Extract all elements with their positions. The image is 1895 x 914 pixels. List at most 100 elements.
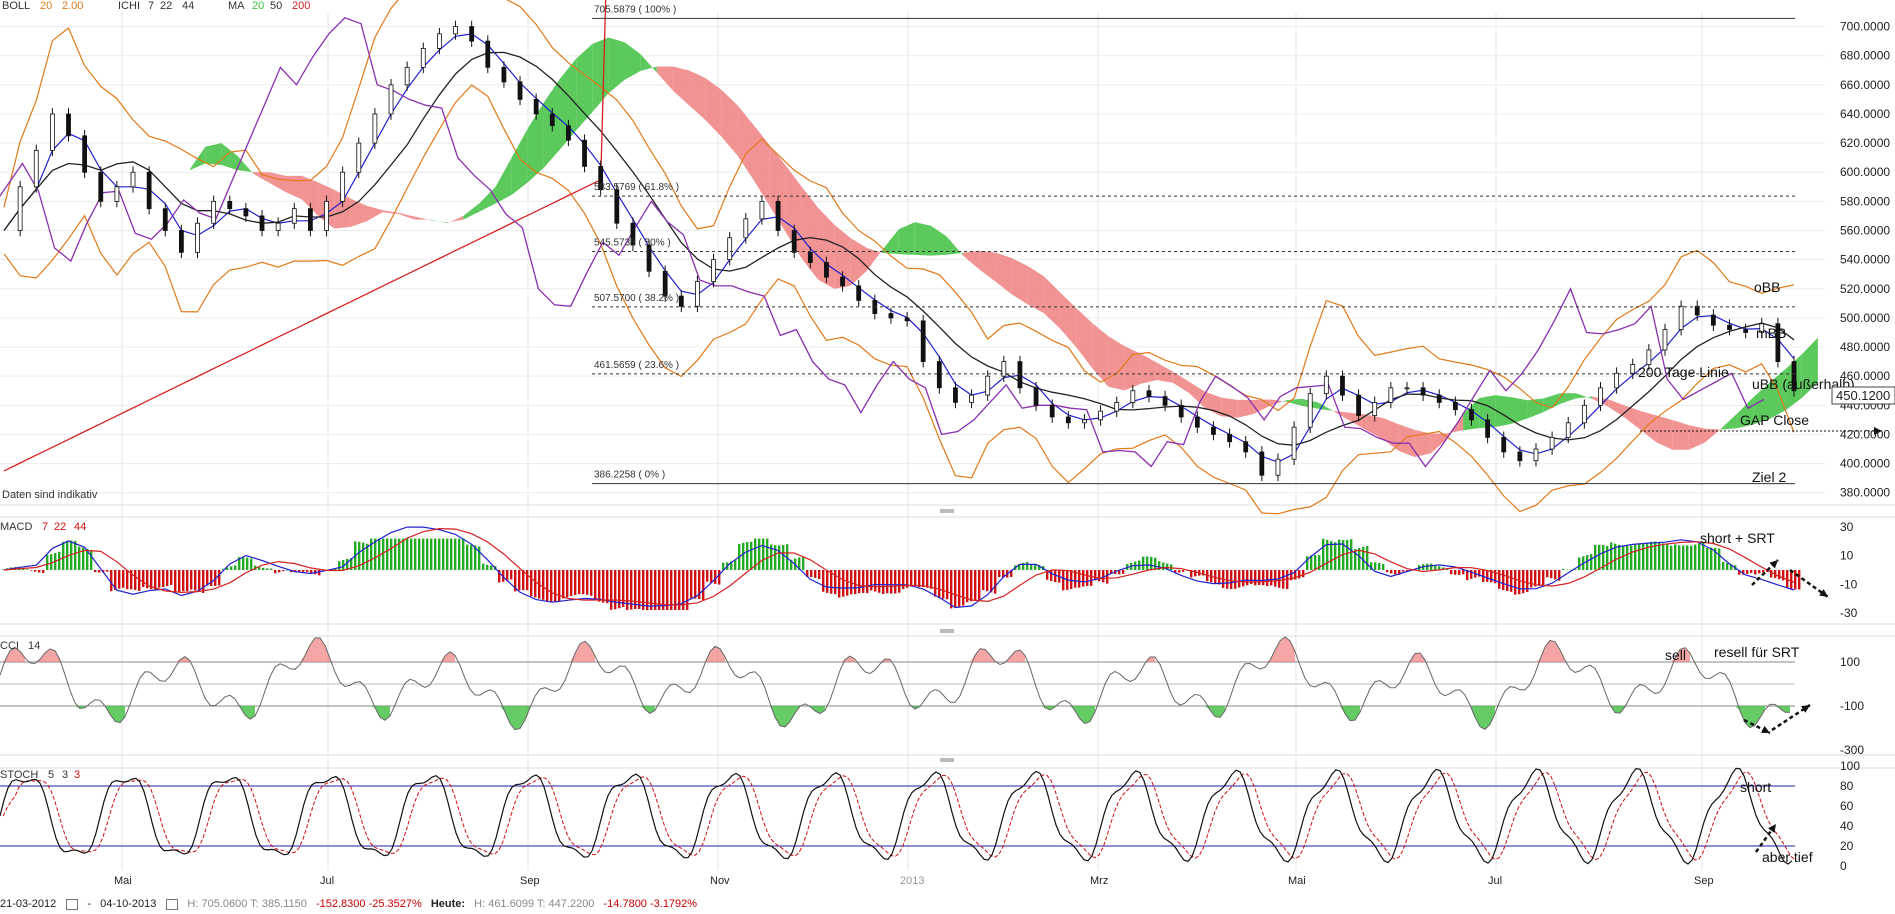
candle-body <box>614 189 620 224</box>
macd-histogram-bar <box>1470 570 1473 579</box>
calendar-icon[interactable] <box>66 898 79 910</box>
macd-histogram-bar <box>478 546 481 570</box>
macd-histogram-bar <box>918 570 921 587</box>
macd-histogram-bar <box>586 570 589 595</box>
macd-histogram-bar <box>734 560 737 570</box>
date-to[interactable]: 04-10-2013 <box>100 898 157 910</box>
macd-histogram-bar <box>294 570 297 572</box>
candle-body <box>1517 451 1523 462</box>
macd-histogram-bar <box>450 538 453 570</box>
cci-oversold-fill <box>1210 706 1215 717</box>
macd-histogram-bar <box>382 538 385 570</box>
macd-histogram-bar <box>1558 570 1561 581</box>
macd-histogram-bar <box>1758 570 1761 574</box>
cci-overbought-fill <box>445 651 450 662</box>
macd-histogram-bar <box>546 570 549 602</box>
annotation-resell: resell für SRT <box>1714 644 1800 660</box>
cci-overbought-fill <box>590 646 595 662</box>
macd-histogram-bar <box>882 570 885 594</box>
macd-histogram-bar <box>222 568 225 570</box>
macd-histogram-bar <box>358 541 361 570</box>
macd-histogram-bar <box>1190 570 1193 578</box>
macd-histogram-bar <box>130 570 133 590</box>
candle-body <box>566 125 571 141</box>
macd-histogram-bar <box>970 570 973 602</box>
macd-histogram-bar <box>914 570 917 586</box>
cci-tick-label: -300 <box>1840 743 1864 757</box>
annotation-200-line: 200 Tage Linie <box>1638 364 1729 380</box>
macd-histogram-bar <box>70 540 73 570</box>
calendar-icon[interactable] <box>166 898 179 910</box>
panel-resize-handle[interactable] <box>940 629 954 633</box>
macd-histogram-bar <box>1070 570 1073 589</box>
cci-oversold-fill <box>115 706 120 723</box>
cci-overbought-fill <box>20 651 25 662</box>
ichimoku-segment <box>511 128 528 195</box>
macd-histogram-bar <box>1602 545 1605 570</box>
date-from[interactable]: 21-03-2012 <box>0 898 57 910</box>
macd-histogram-bar <box>1706 547 1709 570</box>
cci-overbought-fill <box>1550 640 1555 662</box>
macd-histogram-bar <box>906 570 909 588</box>
macd-histogram-bar <box>902 570 905 589</box>
y-tick-label: 520.0000 <box>1840 282 1890 296</box>
macd-histogram-bar <box>1790 570 1793 590</box>
macd-histogram-bar <box>1498 570 1501 589</box>
macd-panel <box>2 526 1801 610</box>
cci-oversold-fill <box>505 706 510 724</box>
candle-body <box>1211 426 1216 435</box>
ichimoku-segment <box>898 222 915 255</box>
macd-histogram-bar <box>210 570 213 586</box>
cci-oversold-fill <box>1475 706 1480 727</box>
cci-oversold-fill <box>1490 706 1495 725</box>
panel-resize-handle[interactable] <box>940 509 954 513</box>
ichimoku-segment <box>269 172 286 193</box>
macd-histogram-bar <box>1610 542 1613 570</box>
candle-body <box>1533 448 1539 462</box>
macd-histogram-bar <box>870 570 873 591</box>
annotation-obb: oBB <box>1754 279 1780 295</box>
macd-histogram-bar <box>686 570 689 610</box>
macd-histogram-bar <box>550 570 553 603</box>
cci-overbought-fill <box>50 648 55 662</box>
annotation-ubb: uBB (außerhalb) <box>1752 376 1855 392</box>
macd-histogram-bar <box>1594 544 1597 570</box>
ichimoku-segment <box>382 210 399 215</box>
ichimoku-segment <box>205 143 222 165</box>
ichimoku-segment <box>1140 353 1157 384</box>
macd-histogram-bar <box>338 561 341 570</box>
fib-level-label: 461.5659 ( 23.6% ) <box>594 360 679 371</box>
ichimoku-segment <box>1656 415 1673 450</box>
macd-histogram-bar <box>142 570 145 588</box>
ichimoku-segment <box>769 145 786 233</box>
candle-body <box>888 313 894 319</box>
macd-histogram-bar <box>1614 543 1617 570</box>
macd-histogram-bar <box>1302 570 1305 578</box>
macd-histogram-bar <box>982 570 985 591</box>
fib-level-label: 583.5769 ( 61.8% ) <box>594 182 679 193</box>
candle-body <box>1243 441 1249 453</box>
macd-histogram-bar <box>1434 565 1437 570</box>
cci-oversold-fill <box>500 706 505 712</box>
macd-histogram-bar <box>1646 542 1649 570</box>
macd-histogram-bar <box>418 538 421 570</box>
ichimoku-segment <box>1237 399 1254 418</box>
macd-histogram-bar <box>810 570 813 578</box>
macd-histogram-bar <box>1090 570 1093 586</box>
macd-histogram-bar <box>718 570 721 585</box>
panel-resize-handle[interactable] <box>940 758 954 762</box>
macd-histogram-bar <box>974 570 977 601</box>
macd-histogram-bar <box>770 544 773 570</box>
macd-histogram-bar <box>1674 544 1677 570</box>
macd-histogram-bar <box>1386 570 1389 573</box>
macd-histogram-bar <box>262 567 265 570</box>
macd-histogram-bar <box>986 570 989 592</box>
macd-histogram-bar <box>722 562 725 570</box>
macd-histogram-bar <box>234 565 237 570</box>
macd-histogram-bar <box>942 570 945 599</box>
macd-histogram-bar <box>814 570 817 578</box>
macd-histogram-bar <box>1550 570 1553 579</box>
macd-histogram-bar <box>278 570 281 573</box>
candle-body <box>485 40 491 68</box>
